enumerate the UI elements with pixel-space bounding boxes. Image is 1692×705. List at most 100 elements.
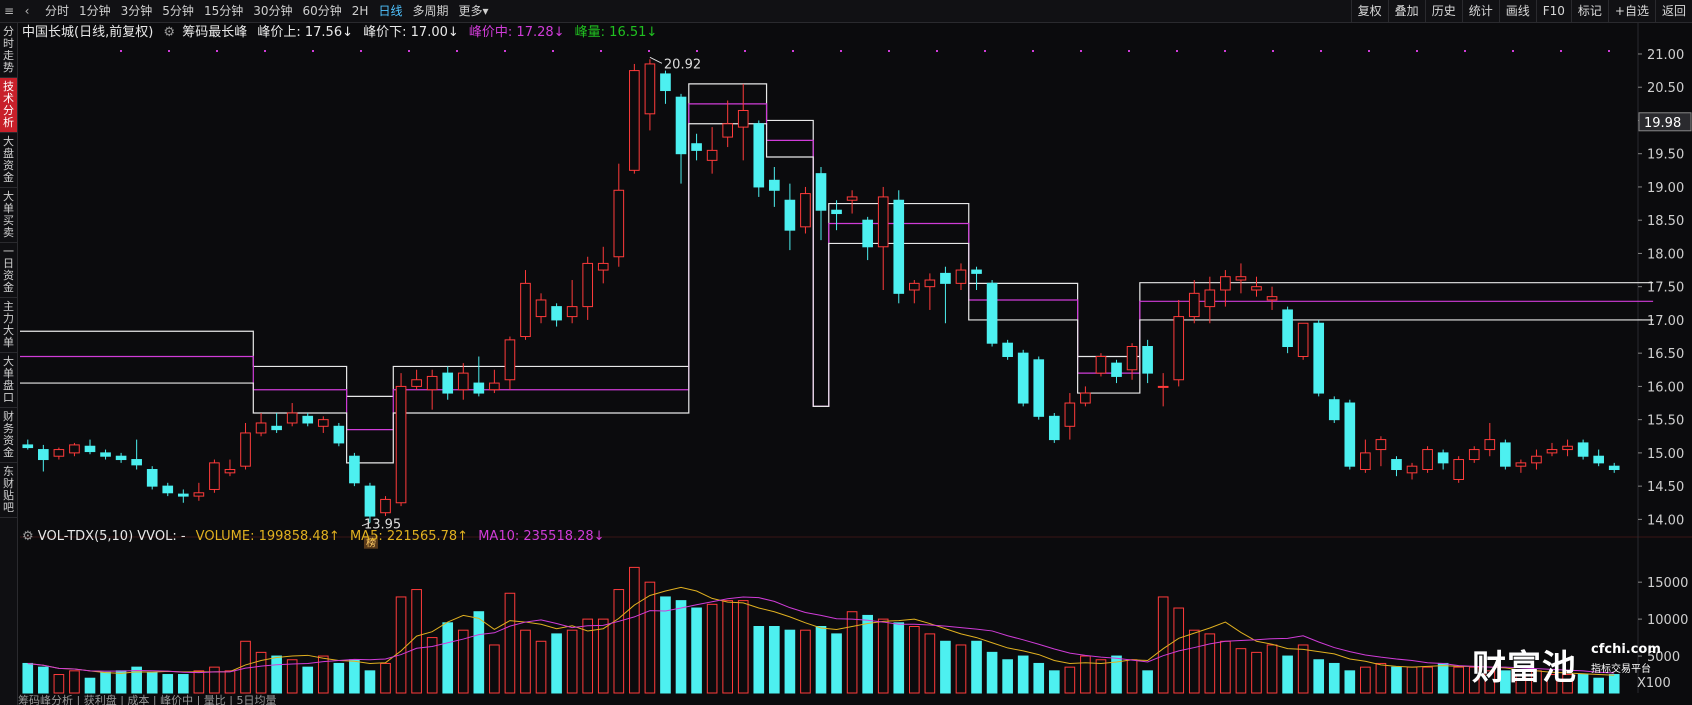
- period-tab[interactable]: 15分钟: [203, 4, 244, 18]
- peak-marker: [744, 50, 746, 52]
- period-tab[interactable]: 日线: [378, 4, 403, 18]
- period-tab[interactable]: 2H: [351, 4, 369, 18]
- volume-bar: [846, 611, 858, 694]
- period-tab[interactable]: 更多▾: [458, 4, 489, 18]
- toolbar-button[interactable]: 历史: [1424, 0, 1462, 22]
- candle-body: [317, 419, 329, 427]
- candle-body: [535, 299, 547, 318]
- toolbar-button[interactable]: 统计: [1461, 0, 1499, 22]
- peak-marker: [408, 50, 410, 52]
- volume-bar: [1080, 655, 1091, 694]
- period-tab[interactable]: 3分钟: [120, 4, 153, 18]
- candle-body: [660, 73, 671, 92]
- candle-body: [177, 493, 189, 497]
- menu-icon[interactable]: ≡: [3, 4, 15, 18]
- candle-body: [955, 269, 967, 284]
- volume-bar: [1360, 666, 1371, 694]
- volume-bar: [442, 622, 454, 694]
- candle-body: [131, 459, 142, 466]
- candle-body: [520, 282, 531, 338]
- toolbar-button[interactable]: F10: [1535, 0, 1571, 22]
- volume-bar: [1297, 644, 1309, 694]
- candle-body: [846, 196, 858, 201]
- top-toolbar: ≡ ‹ 分时 1分钟 3分钟 5分钟 15分钟 30分钟 60分钟 2H 日线 多周期 更多▾ 复权…: [0, 0, 1692, 23]
- toolbar-button[interactable]: +自选: [1607, 0, 1655, 22]
- candle-body: [1484, 439, 1496, 451]
- volume-bar: [706, 603, 718, 694]
- candle-body: [753, 123, 765, 188]
- volume-bar: [862, 614, 873, 694]
- peak-mid-line: [20, 103, 1654, 431]
- peak-marker: [1080, 50, 1082, 52]
- volume-bar: [38, 666, 49, 694]
- logo-tagline: 指标交易平台: [1591, 664, 1651, 675]
- candle-body: [22, 444, 34, 449]
- sidebar-item[interactable]: 技术分析: [0, 78, 17, 133]
- period-tab[interactable]: 分时: [45, 4, 70, 18]
- volume-bar: [162, 674, 174, 694]
- candle-body: [426, 375, 438, 391]
- brand-logo: 财富池 cfchi.com 指标交易平台: [1472, 636, 1692, 688]
- price-tick-label: 19.50: [1647, 148, 1684, 163]
- candle-body: [1188, 292, 1200, 318]
- peak-marker: [648, 50, 650, 52]
- volume-bar: [84, 677, 96, 694]
- peak-marker: [1320, 50, 1322, 52]
- settings-icon[interactable]: ⚙: [22, 529, 34, 544]
- candle-body: [613, 189, 625, 258]
- sidebar-item[interactable]: 大单盘口: [0, 353, 17, 408]
- candle-body: [1453, 459, 1465, 480]
- sidebar-item[interactable]: 一日资金: [0, 243, 17, 298]
- volume-indicator-name[interactable]: VOL-TDX(5,10) VVOL: -: [37, 529, 186, 544]
- candle-body: [193, 492, 205, 497]
- candle-body: [971, 269, 982, 274]
- candle-body: [53, 449, 65, 457]
- back-icon[interactable]: ‹: [24, 4, 30, 18]
- toolbar-button[interactable]: 返回: [1654, 0, 1692, 22]
- candle-body: [162, 485, 174, 494]
- sidebar-item[interactable]: 分时走势: [0, 23, 17, 78]
- period-tab[interactable]: 5分钟: [162, 4, 194, 18]
- candle-body: [1360, 452, 1371, 471]
- volume-bar: [597, 618, 609, 694]
- candle-body: [675, 96, 687, 155]
- volume-bar: [209, 666, 220, 694]
- toolbar-button[interactable]: 叠加: [1387, 0, 1425, 22]
- candle-body: [924, 279, 936, 288]
- toolbar-button[interactable]: 标记: [1570, 0, 1608, 22]
- volume-bar: [395, 596, 407, 694]
- volume-bar: [131, 666, 142, 694]
- sidebar-item[interactable]: 财务资金: [0, 408, 17, 463]
- peak-marker: [1512, 50, 1514, 52]
- volume-bar: [364, 670, 376, 694]
- candle-body: [940, 272, 951, 284]
- period-tab[interactable]: 30分钟: [253, 4, 293, 18]
- toolbar-button[interactable]: 复权: [1350, 0, 1388, 22]
- sidebar-item[interactable]: 大单买卖: [0, 188, 17, 243]
- peak-marker: [504, 50, 506, 52]
- volume-bar: [1437, 662, 1449, 694]
- candle-body: [1313, 322, 1325, 394]
- volume-bar: [644, 581, 656, 694]
- peak-mid-value: 峰价中: 17.28↓: [468, 25, 565, 40]
- sidebar-item[interactable]: 大盘资金: [0, 133, 17, 188]
- settings-icon[interactable]: ⚙: [163, 25, 176, 40]
- sidebar-item[interactable]: 主力大单: [0, 298, 17, 353]
- chart-tools: 复权 叠加 历史 统计 画线 F10 标记 +自选 返回: [1350, 0, 1692, 22]
- volume-bar: [660, 596, 671, 694]
- stock-name[interactable]: 中国长城(日线,前复权): [22, 25, 154, 40]
- sidebar-item[interactable]: 东财贴吧: [0, 463, 17, 518]
- volume-bar: [1406, 666, 1418, 694]
- volume-bar: [908, 626, 920, 694]
- candle-body: [1608, 465, 1620, 471]
- volume-bar: [1375, 662, 1387, 694]
- peak-marker: [216, 50, 218, 52]
- candle-body: [489, 382, 500, 391]
- period-tab[interactable]: 60分钟: [302, 4, 342, 18]
- period-tab[interactable]: 1分钟: [79, 4, 111, 18]
- period-tab[interactable]: 多周期: [412, 4, 449, 18]
- toolbar-button[interactable]: 画线: [1498, 0, 1536, 22]
- indicator-name[interactable]: 筹码最长峰: [182, 25, 248, 40]
- price-tick-label: 15.00: [1647, 447, 1684, 462]
